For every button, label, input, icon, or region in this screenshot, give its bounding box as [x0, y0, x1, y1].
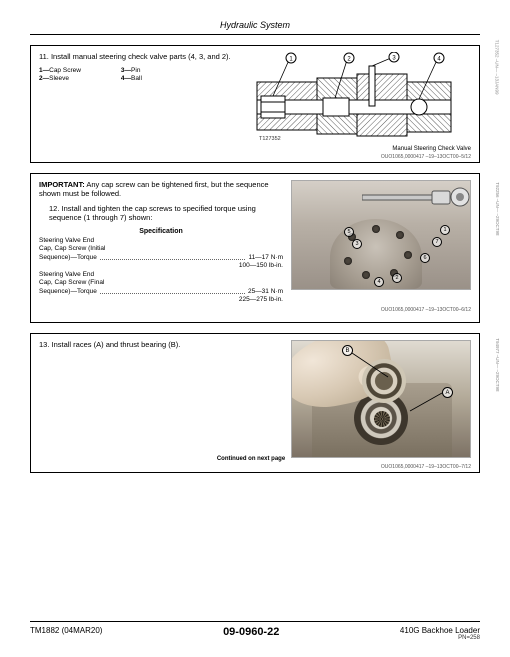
side-code-3: T94977 –UN— –29OCT98 — [495, 338, 500, 391]
side-code-2: T92256 –UN— –29OCT98 — [495, 182, 500, 235]
section-step-13: 13. Install races (A) and thrust bearing… — [30, 333, 480, 473]
side-code-1: T127352 –UN— –13JAN99 — [495, 40, 500, 95]
torque-sequence-photo: 1 2 3 4 5 6 7 — [291, 180, 471, 290]
seq-6: 6 — [420, 253, 430, 263]
continued-text: Continued on next page — [31, 456, 471, 462]
section-step-12: IMPORTANT: Any cap screw can be tightene… — [30, 173, 480, 323]
check-valve-svg: 1 2 3 4 T127352 — [251, 52, 471, 142]
page-footer: TM1882 (04MAR20) 09-0960-22 410G Backhoe… — [30, 621, 480, 641]
ref-code-2: OUO1065,0000417 –19–13OCT00–6/12 — [39, 307, 471, 313]
label-B: B — [342, 345, 353, 356]
spec-block: Steering Valve End Cap, Cap Screw (Initi… — [39, 237, 283, 305]
seq-3: 3 — [352, 239, 362, 249]
thrust-bearing-photo: A B — [291, 340, 471, 458]
page-title: Hydraulic System — [30, 20, 480, 30]
seq-2: 2 — [392, 273, 402, 283]
footer-left: TM1882 (04MAR20) — [30, 626, 102, 635]
check-valve-diagram: 1 2 3 4 T127352 Manual Steering Check Va… — [251, 52, 471, 142]
ref-code-3: OUO1065,0000417 –19–13OCT00–7/12 — [31, 464, 471, 470]
svg-text:T127352: T127352 — [259, 136, 281, 142]
seq-5: 5 — [344, 227, 354, 237]
spec-title: Specification — [39, 228, 283, 235]
step-12-text: 12. Install and tighten the cap screws t… — [39, 204, 283, 222]
header-rule — [30, 34, 480, 35]
diagram-caption: Manual Steering Check Valve — [251, 146, 471, 152]
torque-wrench-icon — [362, 187, 472, 209]
seq-7: 7 — [432, 237, 442, 247]
section-step-11: 11. Install manual steering check valve … — [30, 45, 480, 163]
footer-right: 410G Backhoe Loader — [400, 626, 480, 635]
seq-1: 1 — [440, 225, 450, 235]
ref-code-1: OUO1065,0000417 –19–13OCT00–5/12 — [381, 154, 471, 160]
seq-4: 4 — [374, 277, 384, 287]
page: Hydraulic System 11. Install manual stee… — [0, 0, 510, 473]
footer-pn: PN=258 — [400, 635, 480, 641]
important-note: IMPORTANT: Any cap screw can be tightene… — [39, 180, 283, 198]
footer-center: 09-0960-22 — [223, 626, 279, 638]
label-A: A — [442, 387, 453, 398]
